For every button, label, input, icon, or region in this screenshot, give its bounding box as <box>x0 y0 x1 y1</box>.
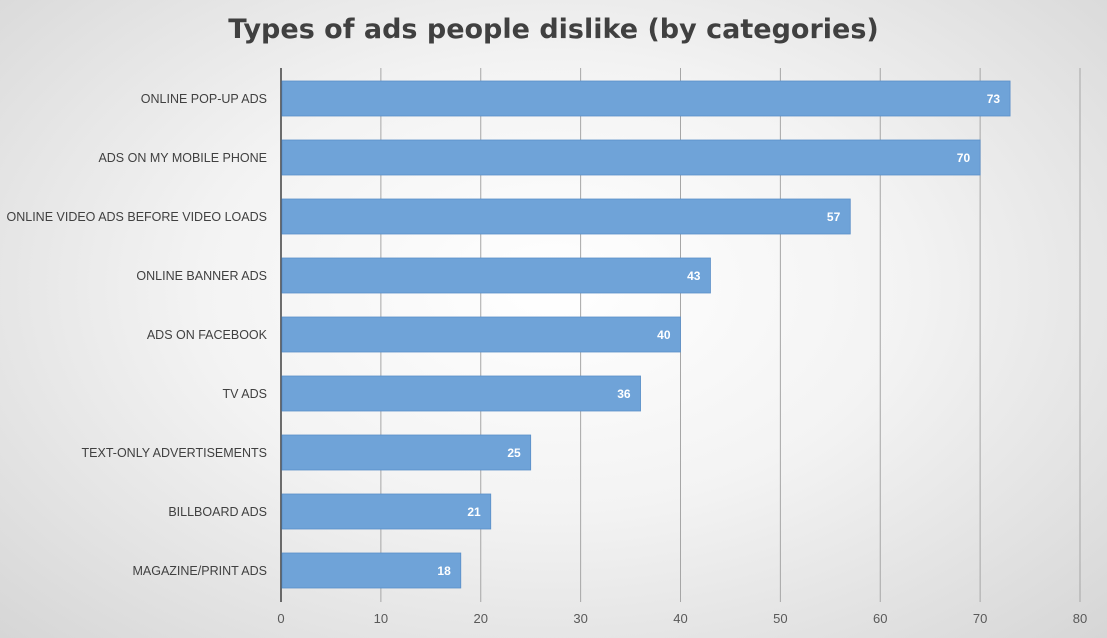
data-label: 57 <box>827 210 841 224</box>
x-tick-label: 50 <box>773 611 787 626</box>
x-tick-label: 30 <box>573 611 587 626</box>
data-label: 43 <box>687 269 701 283</box>
category-label: TEXT-ONLY ADVERTISEMENTS <box>82 446 267 460</box>
category-label: ADS ON MY MOBILE PHONE <box>98 151 267 165</box>
bar <box>281 80 1011 117</box>
data-label: 70 <box>957 151 971 165</box>
x-tick-label: 40 <box>673 611 687 626</box>
bar <box>281 434 532 471</box>
bar <box>281 552 462 589</box>
data-label: 18 <box>437 564 451 578</box>
labels: 0 10 20 30 40 50 60 70 80 ONLINE POP-UP ADS 73 ADS … <box>7 92 1088 626</box>
x-tick-label: 10 <box>374 611 388 626</box>
category-label: ONLINE POP-UP ADS <box>141 92 267 106</box>
bar <box>281 198 851 235</box>
bar <box>281 316 681 353</box>
chart-title: Types of ads people dislike (by categori… <box>228 14 879 45</box>
category-label: BILLBOARD ADS <box>168 505 267 519</box>
bar <box>281 375 641 412</box>
category-label: ONLINE BANNER ADS <box>136 269 267 283</box>
bar <box>281 257 711 294</box>
data-label: 73 <box>987 92 1001 106</box>
category-label: ONLINE VIDEO ADS BEFORE VIDEO LOADS <box>7 210 268 224</box>
data-label: 40 <box>657 328 671 342</box>
bar <box>281 139 981 176</box>
bars <box>281 80 1011 589</box>
bar <box>281 493 492 530</box>
data-label: 36 <box>617 387 631 401</box>
category-label: ADS ON FACEBOOK <box>147 328 268 342</box>
data-label: 21 <box>467 505 481 519</box>
data-label: 25 <box>507 446 521 460</box>
x-tick-label: 20 <box>474 611 488 626</box>
x-tick-label: 60 <box>873 611 887 626</box>
category-label: MAGAZINE/PRINT ADS <box>132 564 267 578</box>
x-tick-label: 80 <box>1073 611 1087 626</box>
category-label: TV ADS <box>223 387 267 401</box>
x-tick-label: 0 <box>277 611 284 626</box>
x-tick-label: 70 <box>973 611 987 626</box>
